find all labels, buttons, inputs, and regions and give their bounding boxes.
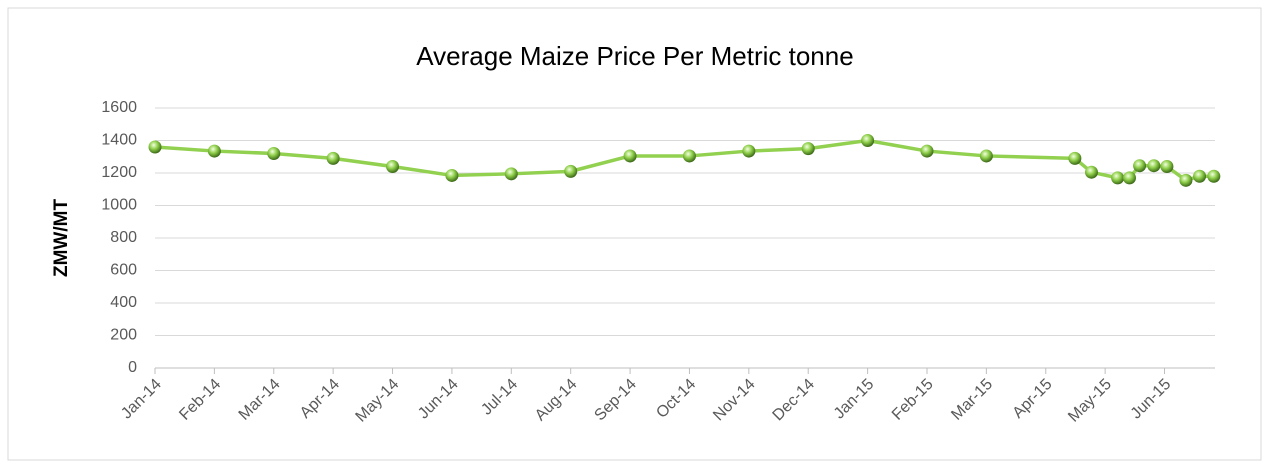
y-tick-label: 1400 [101,132,137,149]
point [1147,159,1161,173]
point [682,149,696,163]
y-tick-label: 1600 [101,99,137,116]
point [1122,171,1136,185]
point [979,149,993,163]
y-tick-label: 600 [110,262,137,279]
point [1179,173,1193,187]
point [920,144,934,158]
point [1111,171,1125,185]
y-tick-label: 1200 [101,164,137,181]
y-tick-label: 0 [128,359,137,376]
point [801,142,815,156]
point [861,134,875,147]
point [1207,169,1221,183]
point [623,149,637,163]
point [1193,169,1207,183]
y-axis-label: ZMW/MT [51,199,72,277]
point [1133,159,1147,173]
point [742,144,756,158]
y-tick-label: 1000 [101,197,137,214]
point [1160,160,1174,173]
point [326,151,340,165]
y-tick-label: 400 [110,294,137,311]
chart-border [7,7,1262,461]
point [1068,151,1082,165]
y-tick-label: 800 [110,229,137,246]
point [445,168,459,182]
point [148,140,162,154]
point [207,144,221,158]
point [386,160,400,173]
point [564,164,578,178]
y-tick-label: 200 [110,327,137,344]
point [1084,165,1098,179]
point [504,167,518,181]
point [267,147,281,160]
chart-title: Average Maize Price Per Metric tonne [416,41,853,71]
